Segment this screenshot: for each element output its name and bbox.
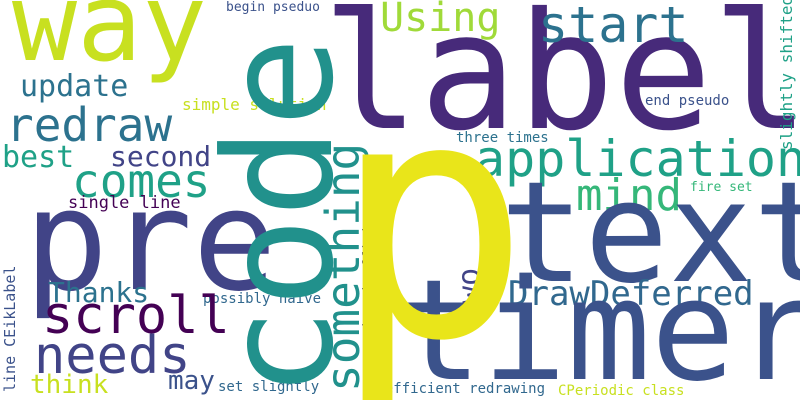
word-may: may [168,366,215,396]
word-possibly-naive: possibly naive [203,291,322,307]
word-single-line: single line [68,193,181,213]
word-begin-pseudo: begin pseduo [226,0,320,15]
word-comes: comes [72,154,211,208]
word-inefficient-redrawing: inefficient redrawing [368,381,546,397]
word-second: second [110,140,212,173]
word-three-times: three times [456,130,549,146]
word-using: Using [380,0,501,41]
word-redraw: redraw [6,98,173,152]
word-thanks: Thanks [48,276,150,309]
word-way: way [12,0,208,86]
word-best: best [2,140,75,175]
word-cperiodic-class: CPeriodic class [558,383,685,399]
word-needs: needs [34,326,191,386]
word-p: p [332,29,531,400]
word-slightly-shifted: slightly shifted [777,0,796,150]
word-end-pseudo: end pseudo [645,93,730,109]
word-timer: timer [398,250,800,400]
word-text: text [500,152,800,315]
word-fire-set: fire set [690,180,753,195]
word-scroll: scroll [42,286,230,346]
word-think: think [30,370,109,400]
word-application: application [475,130,800,188]
word-mind: mind [576,170,682,221]
word-line-ceiklabel: line CEikLabel [1,265,19,392]
word-update: update [20,69,129,104]
word-pre: pre [24,160,277,323]
word-set-slightly: set slightly [218,379,320,395]
word-drawdeferred: DrawDeferred [508,274,754,314]
word-simple-solution: simple solution [182,95,327,114]
word-label: label [322,0,800,167]
word-start: start [538,0,689,54]
